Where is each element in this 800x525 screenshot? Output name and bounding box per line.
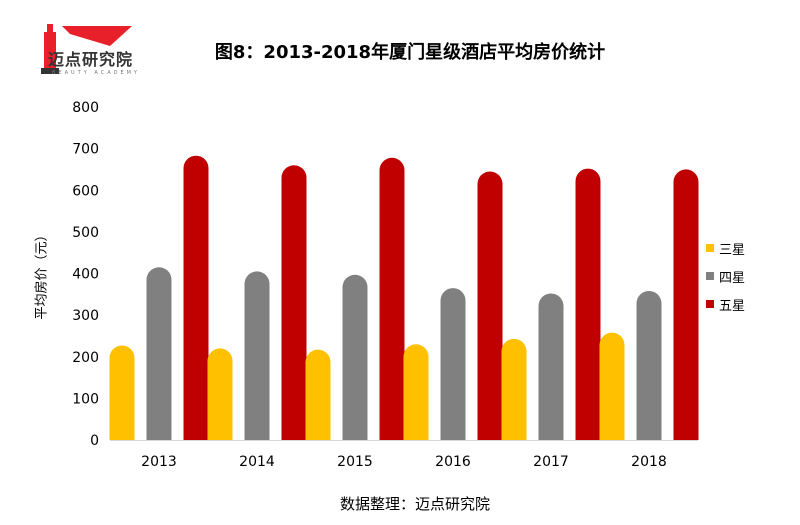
logo-tower-top: [47, 24, 53, 32]
bar: [109, 345, 135, 440]
y-tick-label: 200: [72, 350, 99, 366]
x-tick-label: 2018: [631, 454, 667, 470]
chart-legend: 三星 四星 五星: [706, 234, 745, 318]
legend-swatch: [706, 300, 714, 308]
bar: [183, 155, 209, 441]
logo-flag-shape: [62, 26, 132, 46]
bar: [207, 348, 233, 440]
chart-title: 图8：2013-2018年厦门星级酒店平均房价统计: [214, 42, 606, 63]
legend-swatch: [706, 272, 714, 280]
bar: [477, 171, 503, 440]
y-tick-label: 300: [72, 308, 99, 324]
legend-item: 三星: [706, 234, 745, 262]
x-tick-label: 2016: [435, 454, 471, 470]
x-tick-label: 2013: [141, 454, 177, 470]
legend-label: 四星: [719, 270, 746, 286]
y-tick-label: 400: [72, 267, 99, 283]
legend-item: 四星: [706, 262, 745, 290]
y-tick-label: 0: [90, 433, 99, 449]
brand-logo: [41, 24, 132, 74]
x-tick-label: 2015: [337, 454, 373, 470]
logo-name: 迈点研究院: [48, 50, 134, 69]
y-tick-label: 500: [72, 225, 99, 241]
bar: [575, 168, 601, 441]
legend-label: 五星: [719, 298, 746, 314]
y-tick-label: 600: [72, 183, 99, 199]
logo-tower-base: [41, 68, 59, 74]
bar: [440, 288, 466, 440]
bar: [636, 290, 662, 440]
bar: [403, 344, 429, 440]
logo-tower-shape: [44, 32, 56, 72]
data-source: 数据整理：迈点研究院: [339, 495, 490, 513]
bar: [538, 293, 564, 440]
bar: [599, 332, 625, 440]
bar: [673, 169, 699, 440]
x-tick-label: 2014: [239, 454, 275, 470]
bar: [342, 274, 368, 440]
bar: [501, 338, 527, 440]
y-tick-label: 800: [72, 100, 99, 116]
bar: [379, 157, 405, 440]
y-tick-label: 700: [72, 142, 99, 158]
bar: [146, 267, 172, 440]
y-tick-label: 100: [72, 391, 99, 407]
legend-swatch: [706, 244, 714, 252]
legend-item: 五星: [706, 290, 745, 318]
bar: [281, 165, 307, 440]
legend-label: 三星: [719, 242, 746, 258]
logo-subtitle: BEAUTY ACADEMY: [52, 70, 140, 76]
x-tick-label: 2017: [533, 454, 569, 470]
bar: [244, 271, 270, 440]
bar: [305, 349, 331, 440]
y-axis-label: 平均房价（元）: [34, 228, 50, 320]
